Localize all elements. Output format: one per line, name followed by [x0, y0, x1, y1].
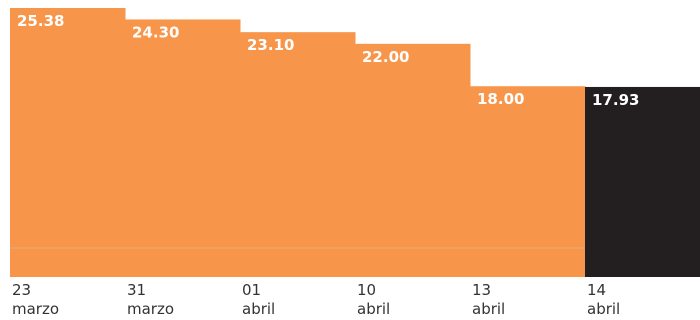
- data-label-1: 24.30: [132, 23, 179, 41]
- tick-day-1: 31: [127, 281, 146, 299]
- bar-2: [240, 32, 356, 278]
- tick-day-4: 13: [472, 281, 491, 299]
- x-axis-ticks: 23marzo31marzo01abril10abril13abril14abr…: [12, 281, 620, 318]
- data-label-3: 22.00: [362, 48, 409, 66]
- tick-day-5: 14: [587, 281, 606, 299]
- tick-day-0: 23: [12, 281, 31, 299]
- data-label-0: 25.38: [17, 12, 64, 30]
- bar-3: [355, 43, 471, 277]
- bar-4: [470, 86, 586, 278]
- data-labels-group: 25.38 24.30 23.10 22.00 18.00 17.93: [17, 12, 639, 109]
- data-label-5: 17.93: [592, 91, 639, 109]
- tick-day-3: 10: [357, 281, 376, 299]
- data-label-4: 18.00: [477, 90, 524, 108]
- tick-month-4: abril: [472, 300, 505, 318]
- bars-group: [10, 8, 700, 278]
- tick-month-0: marzo: [12, 300, 59, 318]
- baseline-line: [10, 247, 585, 249]
- bar-0: [10, 8, 126, 277]
- tick-month-2: abril: [242, 300, 275, 318]
- tick-day-2: 01: [242, 281, 261, 299]
- bar-5: [585, 86, 700, 277]
- tick-month-5: abril: [587, 300, 620, 318]
- bar-1: [125, 19, 241, 277]
- data-label-2: 23.10: [247, 36, 294, 54]
- tick-month-3: abril: [357, 300, 390, 318]
- tick-month-1: marzo: [127, 300, 174, 318]
